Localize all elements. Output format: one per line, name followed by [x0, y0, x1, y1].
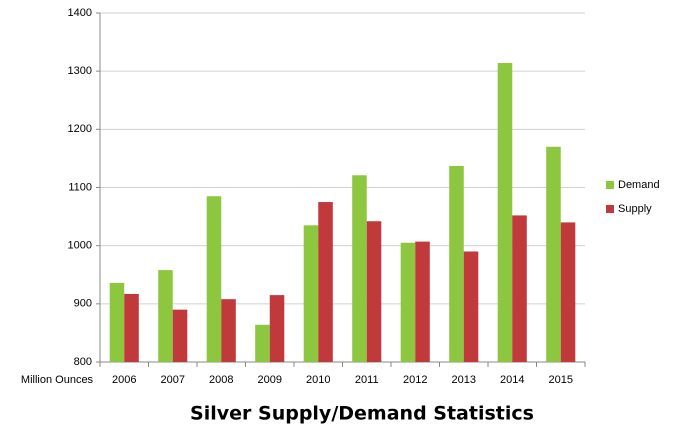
bar [206, 196, 222, 362]
y-tick-label: 900 [74, 298, 92, 310]
bar [352, 175, 367, 362]
x-tick-label: 2007 [161, 374, 185, 386]
x-tick-label: 2012 [403, 374, 427, 386]
bar [124, 293, 139, 362]
bar [318, 202, 333, 362]
x-tick-label: 2014 [500, 374, 524, 386]
bar [366, 221, 382, 362]
bar [497, 63, 513, 362]
bar [415, 241, 430, 362]
x-tick-label: 2010 [306, 374, 330, 386]
x-tick-label: 2013 [452, 374, 476, 386]
bar [546, 146, 561, 362]
bar [303, 225, 319, 362]
y-tick-label: 1200 [68, 123, 92, 135]
y-tick-label: 1000 [68, 240, 92, 252]
legend-label: Supply [618, 203, 652, 215]
x-tick-label: 2006 [112, 374, 136, 386]
bar [109, 282, 125, 362]
legend-swatch [606, 181, 614, 189]
x-tick-label: 2009 [258, 374, 282, 386]
bar [400, 242, 416, 362]
bar [269, 295, 285, 362]
x-tick-label: 2015 [549, 374, 573, 386]
bar [172, 309, 188, 362]
legend-swatch [606, 205, 614, 213]
y-tick-label: 1300 [68, 65, 92, 77]
y-tick-label: 1400 [68, 7, 92, 19]
x-tick-label: 2011 [355, 374, 379, 386]
y-tick-label: 800 [74, 356, 92, 368]
x-axis-label: Million Ounces [21, 374, 94, 386]
x-tick-label: 2008 [209, 374, 233, 386]
legend-label: Demand [618, 179, 660, 191]
bar [158, 270, 173, 362]
bar [463, 251, 479, 362]
bar [255, 324, 270, 362]
bar [221, 299, 236, 362]
bar [449, 165, 464, 362]
bar [560, 222, 576, 362]
y-tick-label: 1100 [68, 181, 92, 193]
bar [512, 215, 527, 362]
chart-title: Silver Supply/Demand Statistics [190, 403, 534, 425]
